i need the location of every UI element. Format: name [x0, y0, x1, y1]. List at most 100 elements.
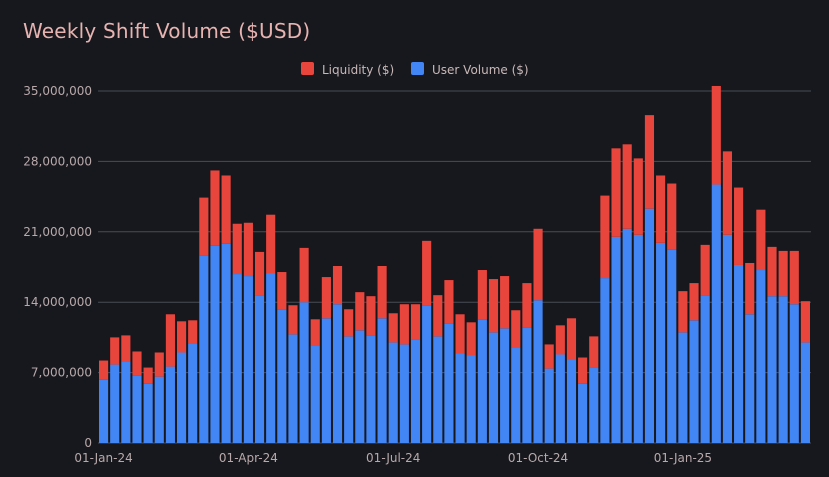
y-tick-label: 21,000,000	[23, 225, 92, 239]
bar-user-volume	[767, 296, 777, 443]
bar-user-volume	[288, 334, 298, 443]
bar-user-volume	[778, 296, 788, 443]
bar-liquidity	[633, 158, 643, 235]
bar-liquidity	[789, 250, 799, 305]
bar-user-volume	[622, 228, 632, 443]
bar-liquidity	[221, 175, 231, 244]
bar-user-volume	[277, 309, 287, 443]
bar-liquidity	[566, 318, 577, 360]
bar-liquidity	[667, 183, 677, 250]
bar-user-volume	[488, 332, 499, 443]
bar-user-volume	[611, 236, 621, 443]
bar-liquidity	[745, 262, 755, 315]
bar-liquidity	[254, 251, 265, 296]
bar-user-volume	[332, 304, 343, 443]
bar-user-volume	[800, 342, 810, 443]
bar-liquidity	[121, 335, 131, 362]
bar-user-volume	[210, 245, 220, 443]
bar-liquidity	[767, 246, 777, 297]
y-tick-label: 14,000,000	[23, 295, 92, 309]
bar-user-volume	[756, 270, 766, 443]
bar-user-volume	[678, 332, 688, 443]
bar-liquidity	[756, 209, 766, 271]
y-tick-label: 35,000,000	[23, 84, 92, 98]
bar-liquidity	[399, 304, 409, 345]
bar-user-volume	[321, 318, 331, 443]
bar-user-volume	[589, 367, 599, 443]
bar-liquidity	[578, 357, 588, 384]
bar-liquidity	[533, 228, 543, 301]
bar-liquidity	[165, 314, 175, 367]
bar-user-volume	[533, 300, 543, 443]
bar-user-volume	[600, 278, 610, 443]
bar-user-volume	[689, 320, 699, 443]
bar-liquidity	[422, 240, 432, 306]
bar-liquidity	[143, 367, 153, 384]
bar-liquidity	[110, 337, 120, 365]
bar-user-volume	[388, 342, 398, 443]
bar-liquidity	[522, 283, 532, 328]
bar-liquidity	[188, 320, 198, 344]
bar-user-volume	[410, 339, 421, 443]
bar-user-volume	[299, 302, 309, 443]
legend-label-user-volume: User Volume ($)	[432, 63, 529, 77]
bar-user-volume	[500, 328, 510, 443]
bar-user-volume	[644, 208, 655, 443]
bar-liquidity	[678, 291, 688, 333]
bar-liquidity	[377, 265, 387, 319]
bar-liquidity	[199, 197, 209, 256]
bar-user-volume	[667, 249, 677, 443]
bar-user-volume	[199, 255, 209, 443]
bar-liquidity	[410, 304, 421, 340]
bar-liquidity	[210, 170, 220, 246]
bar-liquidity	[99, 360, 109, 380]
y-tick-label: 7,000,000	[31, 366, 92, 380]
bar-liquidity	[266, 214, 276, 274]
bar-liquidity	[176, 321, 187, 353]
bar-user-volume	[132, 375, 142, 443]
bar-user-volume	[566, 359, 577, 443]
bar-liquidity	[622, 144, 632, 229]
bar-user-volume	[243, 276, 253, 443]
legend: Liquidity ($) User Volume ($)	[301, 62, 529, 77]
bar-user-volume	[544, 368, 554, 443]
legend-label-liquidity: Liquidity ($)	[322, 63, 394, 77]
bar-liquidity	[734, 187, 744, 265]
bar-liquidity	[700, 244, 710, 296]
chart-title: Weekly Shift Volume ($USD)	[23, 19, 311, 43]
bar-user-volume	[578, 383, 588, 443]
bar-liquidity	[644, 115, 655, 209]
bar-user-volume	[366, 335, 376, 443]
bar-liquidity	[433, 295, 443, 337]
bar-user-volume	[232, 274, 242, 443]
bar-user-volume	[477, 319, 487, 443]
bars	[99, 85, 810, 443]
bar-liquidity	[689, 283, 699, 321]
bar-user-volume	[711, 184, 721, 443]
bar-user-volume	[399, 344, 409, 443]
bar-liquidity	[332, 265, 343, 305]
bar-user-volume	[745, 314, 755, 443]
bar-liquidity	[154, 352, 164, 377]
bar-user-volume	[466, 355, 476, 443]
bar-liquidity	[589, 336, 599, 368]
bar-user-volume	[522, 327, 532, 443]
bar-liquidity	[243, 222, 253, 277]
legend-swatch-liquidity	[301, 62, 314, 75]
bar-user-volume	[633, 234, 643, 443]
bar-user-volume	[444, 323, 454, 443]
bar-liquidity	[355, 292, 365, 331]
bar-user-volume	[422, 305, 432, 443]
bar-liquidity	[611, 148, 621, 237]
bar-liquidity	[511, 310, 521, 348]
bar-liquidity	[656, 175, 666, 243]
bar-user-volume	[555, 354, 565, 443]
bar-liquidity	[299, 247, 309, 303]
bar-liquidity	[388, 313, 398, 343]
bar-liquidity	[366, 296, 376, 336]
x-tick-label: 01-Jan-25	[654, 451, 712, 465]
bar-liquidity	[544, 344, 554, 369]
x-tick-label: 01-Oct-24	[508, 451, 568, 465]
